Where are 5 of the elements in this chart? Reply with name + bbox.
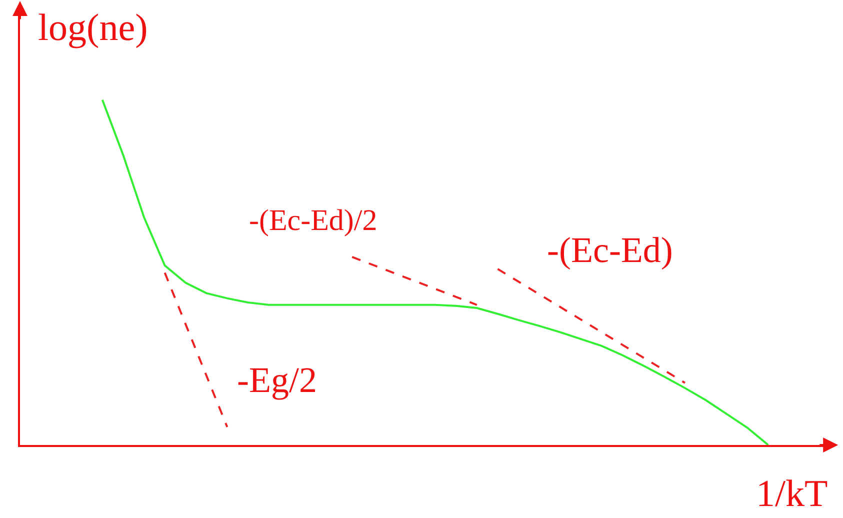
annotation: -(Ec-Ed) — [547, 230, 673, 270]
x-axis-title: 1/kT — [756, 473, 828, 515]
y-axis-title: log(ne) — [38, 7, 148, 49]
annotation: -(Ec-Ed)/2 — [249, 204, 378, 237]
annotation: -Eg/2 — [237, 360, 317, 400]
